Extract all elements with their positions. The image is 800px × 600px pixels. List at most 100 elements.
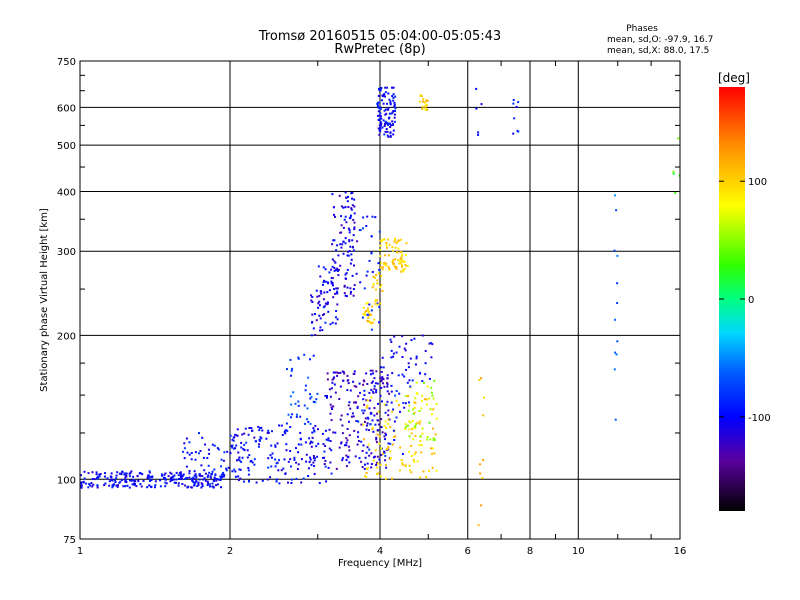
data-point <box>122 485 125 488</box>
data-point <box>202 456 205 459</box>
data-point <box>346 389 349 392</box>
data-point <box>388 268 391 271</box>
data-point <box>413 411 416 414</box>
data-point <box>336 292 339 294</box>
data-point <box>304 384 307 387</box>
data-point <box>429 438 432 441</box>
data-point <box>411 454 413 457</box>
data-point <box>412 438 415 441</box>
data-point <box>319 326 322 329</box>
data-point <box>197 483 200 486</box>
data-point <box>195 477 198 479</box>
data-point <box>418 371 421 374</box>
data-point <box>310 294 313 297</box>
data-point <box>377 262 380 265</box>
data-point <box>394 246 397 249</box>
data-point <box>335 269 338 272</box>
data-point <box>384 454 387 457</box>
data-point <box>383 109 386 112</box>
data-point <box>432 408 435 411</box>
data-point <box>366 404 369 407</box>
y-tick-label: 300 <box>57 247 76 258</box>
data-point <box>97 476 99 479</box>
data-point <box>350 192 353 195</box>
x-axis-label: Frequency [MHz] <box>338 558 422 569</box>
data-point <box>187 485 190 488</box>
data-point <box>391 410 394 413</box>
data-point <box>398 392 401 395</box>
data-point <box>354 455 357 458</box>
data-point <box>399 251 402 254</box>
colorbar-tick-label: 100 <box>748 177 767 188</box>
data-point <box>236 459 238 462</box>
data-point <box>387 265 390 268</box>
data-point <box>353 401 356 404</box>
data-point <box>477 524 480 527</box>
data-point <box>387 254 390 257</box>
data-point <box>379 475 382 478</box>
data-point <box>260 426 263 429</box>
data-point <box>392 93 395 96</box>
data-point <box>345 437 348 440</box>
data-point <box>354 401 357 404</box>
data-point <box>386 122 389 125</box>
y-tick-label: 100 <box>57 475 76 486</box>
data-point <box>275 478 278 481</box>
data-point <box>393 101 396 104</box>
data-point <box>177 474 180 477</box>
data-point <box>386 86 388 89</box>
data-point <box>421 107 424 110</box>
data-point <box>363 403 366 406</box>
data-point <box>308 437 311 440</box>
data-point <box>422 382 425 384</box>
data-point <box>85 482 88 485</box>
data-point <box>297 451 300 454</box>
data-point <box>307 467 310 470</box>
data-point <box>380 262 383 265</box>
data-point <box>382 102 385 105</box>
data-point <box>431 427 434 430</box>
data-point <box>310 445 313 448</box>
data-point <box>513 117 516 120</box>
data-point <box>328 447 331 450</box>
data-point <box>128 475 131 478</box>
data-point <box>389 103 392 106</box>
data-point <box>366 399 369 402</box>
data-point <box>395 351 398 354</box>
data-point <box>393 113 396 116</box>
data-point <box>80 486 83 489</box>
data-point <box>370 313 373 316</box>
data-point <box>314 313 316 315</box>
data-point <box>237 458 240 461</box>
data-point <box>239 477 242 480</box>
y-tick-label: 400 <box>57 187 76 198</box>
data-point <box>380 370 383 373</box>
data-point <box>345 444 348 447</box>
data-point <box>365 302 368 305</box>
data-point <box>377 106 380 109</box>
data-point <box>374 300 377 303</box>
data-point <box>111 478 114 481</box>
data-point <box>392 436 395 438</box>
data-point <box>163 478 166 481</box>
data-point <box>200 464 203 467</box>
data-point <box>193 477 196 480</box>
data-point <box>348 250 351 253</box>
data-point <box>361 316 364 319</box>
data-point <box>380 240 383 243</box>
data-point <box>374 423 377 426</box>
data-point <box>175 471 178 474</box>
data-point <box>312 456 315 459</box>
data-point <box>260 437 263 440</box>
data-point <box>424 350 427 352</box>
data-point <box>342 206 345 209</box>
data-point <box>135 485 138 488</box>
data-point <box>274 445 277 448</box>
data-point <box>165 482 168 485</box>
data-point <box>299 437 302 440</box>
data-point <box>142 479 145 482</box>
data-point <box>313 473 316 475</box>
data-point <box>324 302 327 305</box>
data-point <box>309 393 311 396</box>
data-point <box>394 258 396 261</box>
